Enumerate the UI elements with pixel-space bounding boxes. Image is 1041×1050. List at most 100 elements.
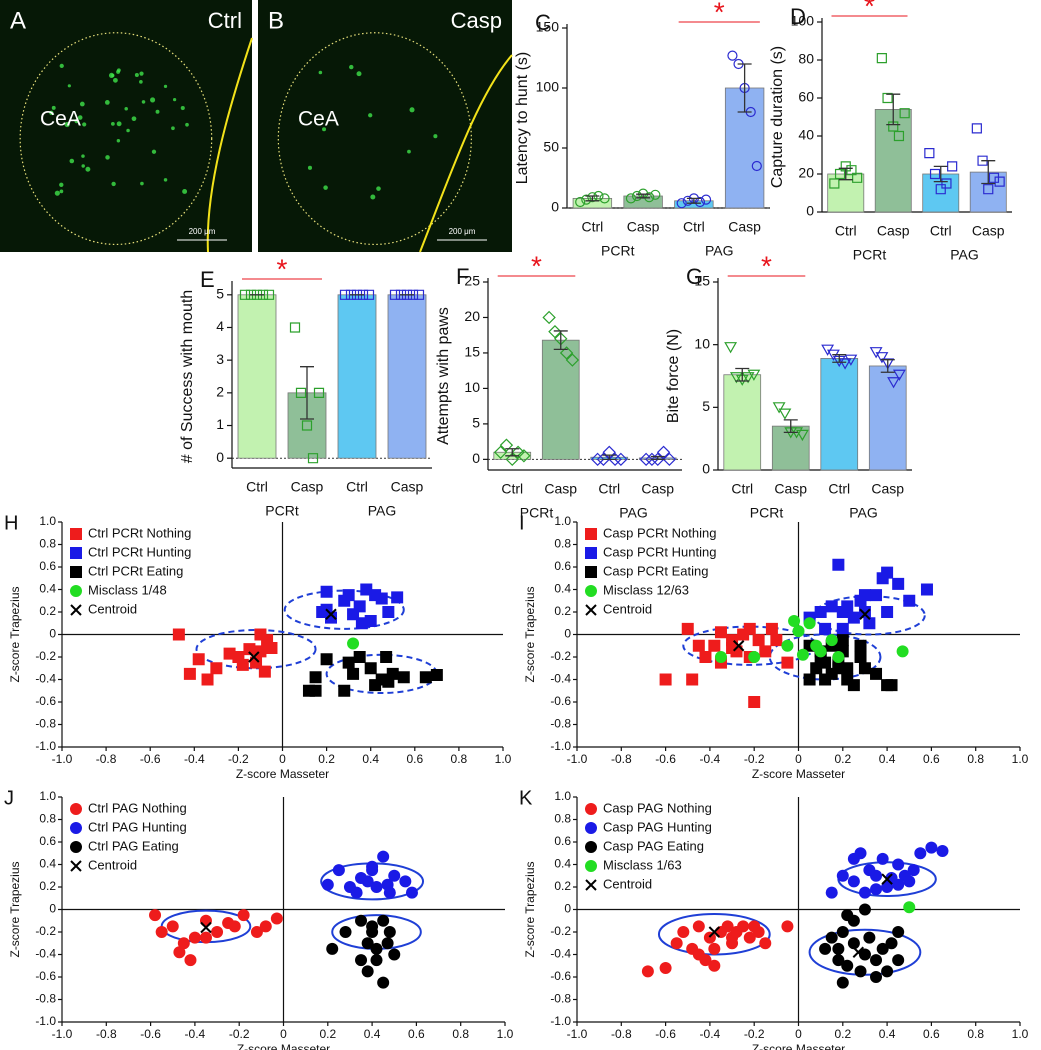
data-point	[301, 420, 313, 431]
group-label: PCRt	[853, 247, 887, 263]
data-point	[870, 883, 883, 896]
data-point	[819, 656, 832, 669]
cell	[409, 107, 415, 113]
y-tick-label: -0.2	[35, 924, 56, 938]
x-tick-label: -1.0	[567, 752, 588, 766]
data-point	[858, 886, 871, 899]
error-bar	[602, 454, 617, 461]
cell	[433, 134, 438, 139]
y-tick-label: 2	[216, 384, 224, 400]
y-tick-label: -0.2	[35, 649, 56, 663]
cell	[139, 80, 143, 84]
data-point	[844, 354, 858, 366]
cell	[104, 100, 110, 105]
y-tick-label: -0.8	[35, 992, 56, 1006]
data-point	[832, 954, 845, 967]
cell	[356, 71, 362, 77]
data-point	[599, 193, 610, 204]
data-point	[325, 608, 337, 620]
y-tick-label: -1.0	[550, 739, 571, 753]
data-point	[724, 342, 738, 354]
y-tick-label: 0.4	[554, 582, 571, 596]
data-point	[858, 662, 871, 675]
cell	[79, 101, 85, 107]
data-point	[854, 651, 867, 663]
y-tick-label: 0	[806, 203, 814, 219]
y-tick-label: 0.8	[39, 537, 56, 551]
y-tick-label: 0	[49, 902, 56, 916]
panel-letter: I	[519, 512, 525, 534]
data-point	[870, 667, 883, 680]
y-tick-label: 10	[694, 335, 710, 351]
legend-marker	[585, 879, 597, 891]
y-tick-label: 20	[464, 308, 480, 324]
data-point	[832, 662, 845, 675]
data-point	[342, 589, 355, 602]
panel-letter: F	[456, 264, 469, 289]
data-point	[881, 873, 893, 885]
data-point	[309, 684, 322, 697]
data-point	[881, 881, 894, 894]
y-tick-label: -0.2	[550, 924, 571, 938]
data-point	[772, 402, 786, 414]
x-tick-label: 0.4	[362, 752, 379, 766]
cell	[134, 72, 139, 77]
x-tick-label: 0.6	[408, 1027, 425, 1041]
data-point	[796, 648, 809, 661]
y-tick-label: 1.0	[554, 514, 571, 528]
error-bar	[553, 330, 568, 351]
data-point	[397, 671, 410, 684]
cell	[111, 181, 116, 187]
data-point	[892, 926, 905, 939]
data-point	[947, 161, 958, 172]
data-point	[846, 165, 857, 176]
data-point	[211, 926, 224, 939]
cell	[108, 72, 115, 78]
data-point	[929, 168, 941, 180]
y-tick-label: 0	[564, 627, 571, 641]
legend-label: Misclass 12/63	[603, 582, 689, 597]
y-tick-label: -0.2	[550, 649, 571, 663]
x-tick-label: 0.6	[923, 752, 940, 766]
y-tick-label: -0.4	[35, 947, 56, 961]
data-point	[320, 585, 333, 598]
x-tick-label: 1.0	[495, 752, 512, 766]
panel-letter: G	[686, 264, 703, 289]
x-tick-label: -0.4	[184, 752, 205, 766]
cell	[81, 154, 85, 158]
data-point	[614, 452, 628, 467]
cell	[59, 189, 64, 194]
legend-marker	[585, 803, 597, 815]
data-point	[726, 937, 739, 950]
y-tick-label: 5	[216, 286, 224, 302]
legend-label: Casp PAG Nothing	[603, 800, 712, 815]
x-tick-label: Casp	[391, 479, 424, 495]
error-bar	[880, 359, 895, 373]
data-point	[593, 190, 604, 202]
cell	[59, 63, 64, 69]
data-point	[863, 931, 876, 944]
x-tick-label: -0.8	[611, 752, 632, 766]
x-tick-label: 1.0	[497, 1027, 514, 1041]
data-point	[745, 106, 756, 118]
legend-label: Ctrl PCRt Nothing	[88, 525, 191, 540]
data-point	[210, 662, 223, 675]
data-point	[971, 123, 982, 134]
y-tick-label: 0.4	[39, 582, 56, 596]
x-tick-label: -1.0	[52, 752, 73, 766]
legend-marker	[585, 860, 597, 872]
x-tick-label: -0.8	[611, 1027, 632, 1041]
error-bar	[585, 195, 600, 202]
data-point	[729, 372, 743, 384]
y-tick-label: 0.2	[39, 879, 56, 893]
legend-label: Centroid	[603, 601, 652, 616]
x-tick-label: 1.0	[1012, 1027, 1029, 1041]
cluster-ellipse	[283, 589, 405, 630]
data-point	[727, 50, 738, 61]
cell	[85, 166, 91, 172]
y-tick-label: -0.6	[550, 969, 571, 983]
data-point	[388, 948, 401, 961]
y-tick-label: 40	[798, 127, 814, 143]
y-tick-label: 0.6	[554, 834, 571, 848]
y-tick-label: 15	[694, 273, 710, 289]
